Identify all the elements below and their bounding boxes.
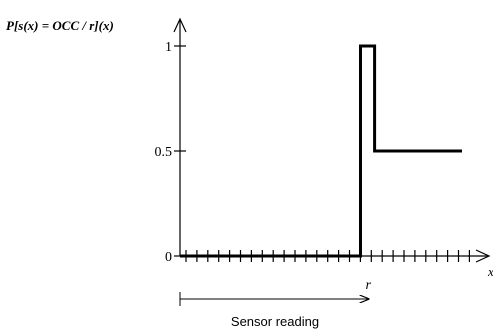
x-axis-label: x: [487, 264, 493, 279]
y-tick-label: 0.5: [155, 145, 173, 160]
r-marker-label: r: [365, 278, 371, 293]
sensor-reading-label: Sensor reading: [231, 314, 319, 329]
chart-title: P[s(x) = OCC / r](x): [6, 18, 114, 33]
y-tick-label: 1: [165, 40, 172, 55]
y-tick-label: 0: [165, 250, 172, 265]
y-axis-arrowhead: [173, 17, 187, 33]
x-axis-arrowhead: [475, 249, 491, 263]
y-ticks: 00.51: [155, 40, 186, 265]
series-line: [180, 44, 462, 258]
